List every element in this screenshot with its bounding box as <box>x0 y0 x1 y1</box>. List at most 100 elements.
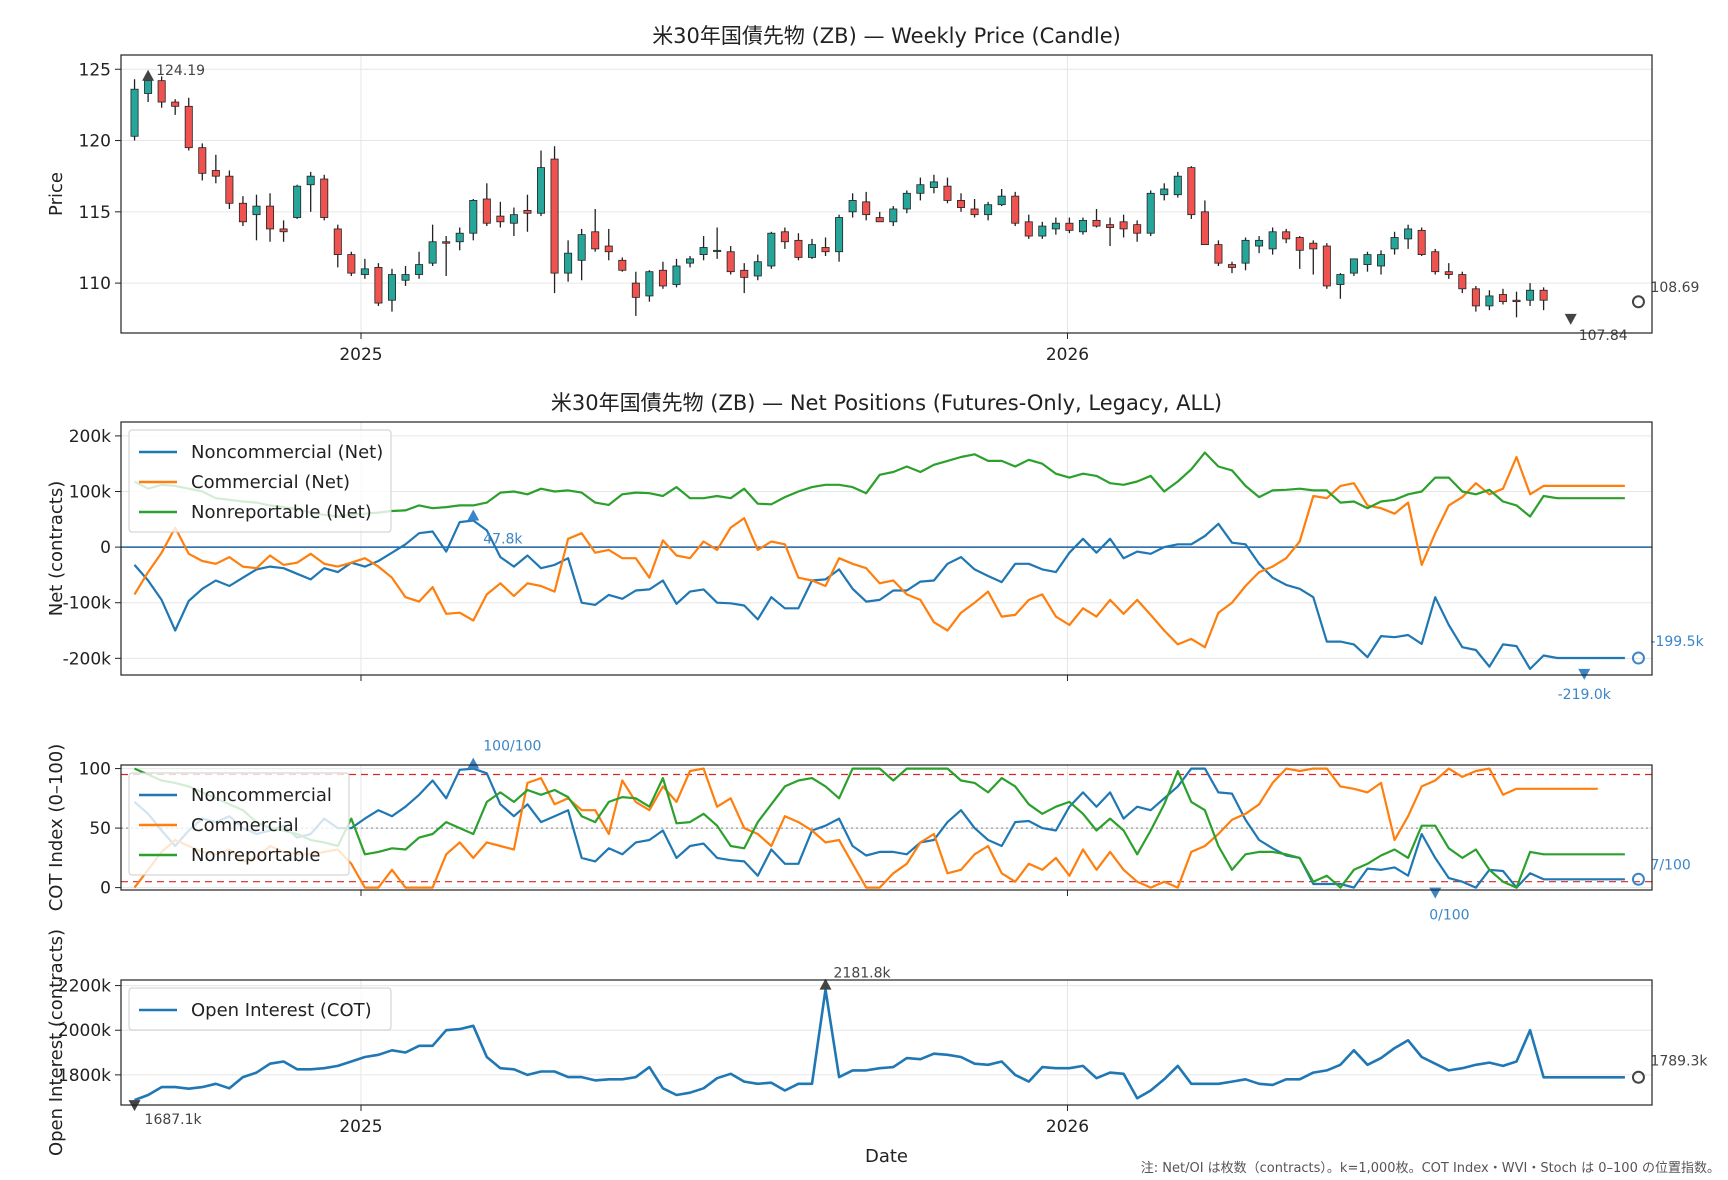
candle-body <box>1011 195 1020 224</box>
x-tick-label: 2026 <box>1046 345 1089 365</box>
annotation-label: 107.84 <box>1579 328 1628 344</box>
y-tick-label: 1800k <box>58 1066 111 1086</box>
candle-body <box>428 241 437 264</box>
candle-body <box>1309 242 1318 250</box>
candle-body <box>1106 224 1115 228</box>
annotation-label: 2181.8k <box>834 966 892 982</box>
candle-body <box>848 200 857 213</box>
cot-index-panel: 0 50 100 COT Index (0–100) Noncommercial Comm… <box>46 739 1691 924</box>
candle-body <box>862 201 871 216</box>
legend-label: Commercial <box>191 815 299 836</box>
x-tick-label: 2025 <box>339 1117 382 1137</box>
annotation-label: -199.5k <box>1650 634 1704 650</box>
candle-body <box>157 80 166 103</box>
footnote: 注: Net/OI は枚数（contracts）。k=1,000枚。COT In… <box>1141 1161 1720 1176</box>
y-axis-label: Open Interest (contracts) <box>46 929 67 1156</box>
annotation-marker <box>1631 651 1645 665</box>
candle-body <box>794 239 803 258</box>
candle-body <box>198 147 207 174</box>
annotation-marker <box>819 978 832 990</box>
candle-body <box>1038 225 1047 237</box>
annotation-marker <box>1631 295 1645 309</box>
plot-frame <box>120 764 1653 891</box>
candle-body <box>1417 229 1426 255</box>
candle-body <box>889 208 898 223</box>
y-tick-label: 2000k <box>58 1021 111 1041</box>
candle-body <box>1065 222 1074 231</box>
candle-body <box>645 271 654 297</box>
candle-body <box>279 228 288 233</box>
annotation-marker <box>142 69 155 81</box>
series-line-noncommercial-net <box>133 519 1625 670</box>
candle-body <box>1146 192 1155 234</box>
candle-body <box>1295 237 1304 251</box>
candle-body <box>713 249 722 252</box>
candle-body <box>1119 221 1128 230</box>
candle-body <box>835 217 844 253</box>
candle-body <box>902 192 911 210</box>
plot-frame <box>120 979 1653 1106</box>
candle-body <box>1512 299 1521 303</box>
candle-body <box>415 264 424 275</box>
series-line-open-interest-cot <box>134 988 1625 1102</box>
y-tick-label: 115 <box>79 203 111 223</box>
y-tick-label: 100k <box>69 483 111 503</box>
y-axis-label: COT Index (0–100) <box>46 744 67 912</box>
candle-body <box>726 251 735 273</box>
candle-body <box>1458 274 1467 290</box>
candle-body <box>266 205 275 230</box>
panel-title: 米30年国債先物 (ZB) — Net Positions (Futures-O… <box>551 391 1222 415</box>
y-tick-label: -100k <box>63 594 112 614</box>
candle-body <box>821 247 830 253</box>
y-tick-label: 0 <box>100 538 111 558</box>
annotation-label: 1687.1k <box>145 1112 203 1128</box>
candle-body <box>442 241 451 244</box>
candle-body <box>523 209 532 214</box>
legend-box <box>128 772 350 876</box>
y-tick-label: 0 <box>100 879 111 899</box>
panel-title: 米30年国債先物 (ZB) — Weekly Price (Candle) <box>652 24 1121 48</box>
annotation-marker <box>1631 872 1645 886</box>
candle-body <box>1322 245 1331 287</box>
legend-box <box>128 429 392 533</box>
candle-body <box>1390 237 1399 250</box>
candle-body <box>1349 258 1358 274</box>
candle-body <box>1255 239 1264 247</box>
candle-body <box>1200 211 1209 246</box>
candle-body <box>740 269 749 278</box>
candle-body <box>333 228 342 255</box>
candle-body <box>753 261 762 277</box>
candle-body <box>767 232 776 267</box>
candle-body <box>618 259 627 271</box>
candle-body <box>631 282 640 298</box>
candle-body <box>929 181 938 188</box>
candle-body <box>1336 274 1345 285</box>
x-tick-label: 2025 <box>339 345 382 365</box>
series-line-noncommercial <box>133 767 1625 889</box>
candle-body <box>1024 221 1033 237</box>
y-tick-label: 110 <box>79 274 111 294</box>
candle-body <box>171 101 180 107</box>
candle-body <box>509 214 518 224</box>
candle-body <box>306 175 315 186</box>
candle-body <box>320 178 329 218</box>
candle-body <box>1471 288 1480 307</box>
price-panel: 110 115 120 125 2025 2026 米30年国債先物 (ZB) — Week… <box>46 24 1699 365</box>
plot-frame <box>120 421 1653 676</box>
y-axis-label: Price <box>46 172 67 216</box>
candle-body <box>347 254 356 274</box>
y-tick-label: 100 <box>79 760 111 780</box>
candle-body <box>130 88 139 137</box>
candle-body <box>591 231 600 250</box>
annotation-label: 47.8k <box>483 532 523 548</box>
candle-body <box>1133 224 1142 234</box>
candle-body <box>1526 289 1535 301</box>
candle-body <box>1539 289 1548 301</box>
candle-body <box>1187 167 1196 216</box>
y-tick-label: -200k <box>63 649 112 669</box>
annotation-label: 1789.3k <box>1650 1053 1708 1069</box>
x-tick-label: 2026 <box>1046 1117 1089 1137</box>
legend-box <box>128 987 392 1031</box>
